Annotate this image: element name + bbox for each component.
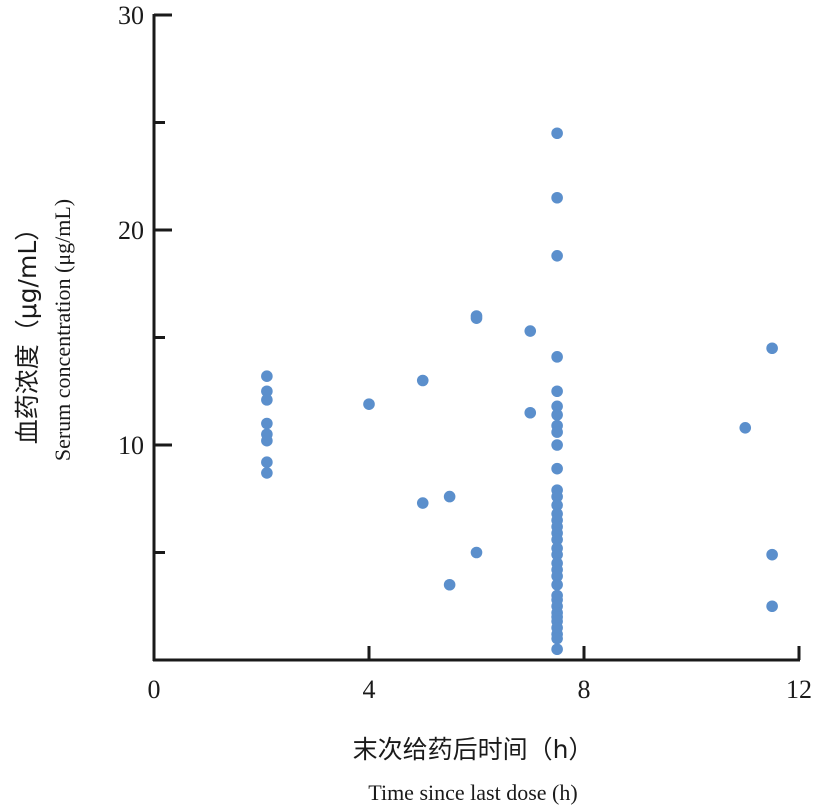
data-point xyxy=(470,546,483,559)
data-point xyxy=(261,385,273,398)
data-point xyxy=(551,570,563,582)
axis-ticks xyxy=(154,13,801,660)
data-point xyxy=(551,127,563,140)
data-point xyxy=(551,250,563,262)
data-point xyxy=(551,400,563,413)
data-point xyxy=(363,398,375,410)
data-point xyxy=(551,499,563,512)
data-point xyxy=(261,456,273,469)
data-point xyxy=(766,548,778,561)
x-tick-label: 8 xyxy=(578,675,591,704)
data-point xyxy=(551,409,563,421)
data-point xyxy=(739,422,752,434)
data-point xyxy=(766,342,778,355)
y-axis-title-cn: 血药浓度（μg/mL） xyxy=(13,216,42,444)
x-tick-label: 0 xyxy=(148,675,161,704)
data-point xyxy=(551,462,563,475)
data-point xyxy=(524,406,537,419)
y-tick-label: 30 xyxy=(118,1,144,30)
data-point xyxy=(551,426,563,438)
data-point xyxy=(261,370,273,383)
data-point xyxy=(551,439,563,451)
data-point xyxy=(470,312,483,324)
data-point xyxy=(261,467,273,479)
data-point xyxy=(416,374,429,387)
y-tick-label: 10 xyxy=(118,431,144,460)
y-tick-label: 20 xyxy=(118,216,144,245)
x-axis-title-cn: 末次给药后时间（h） xyxy=(353,735,594,764)
y-axis-title-en: Serum concentration (μg/mL) xyxy=(50,199,75,461)
data-point xyxy=(551,578,563,591)
x-tick-label: 12 xyxy=(786,675,812,704)
data-point xyxy=(551,533,563,546)
x-axis-title-en: Time since last dose (h) xyxy=(368,780,577,805)
data-point xyxy=(551,643,563,656)
data-point xyxy=(551,351,563,363)
data-point xyxy=(443,578,456,591)
data-point xyxy=(551,490,563,503)
axis-lines xyxy=(152,14,800,662)
data-point xyxy=(551,385,563,398)
data-point xyxy=(551,191,563,204)
data-point xyxy=(261,417,273,430)
data-point xyxy=(524,325,537,337)
data-point xyxy=(261,434,273,447)
data-point xyxy=(443,490,456,503)
data-point xyxy=(261,394,273,406)
data-point xyxy=(766,600,778,613)
x-tick-label: 4 xyxy=(363,675,376,704)
data-points xyxy=(261,127,778,656)
data-point xyxy=(416,497,429,509)
data-point xyxy=(551,632,563,645)
data-point xyxy=(551,548,563,561)
tick-labels: 0 4 8 12 10 20 30 xyxy=(118,1,812,704)
